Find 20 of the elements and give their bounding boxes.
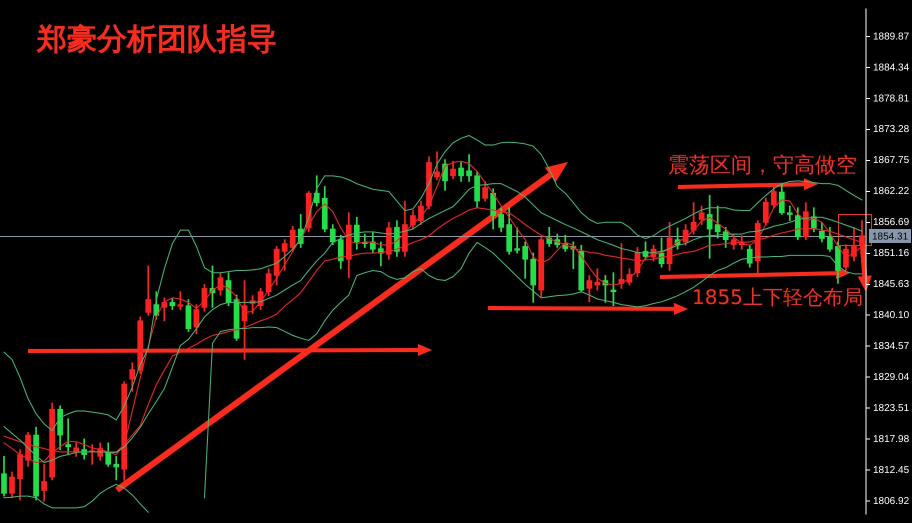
- annotation: 震荡区间，守高做空: [668, 152, 857, 178]
- y-tick-label: 1856.69: [873, 217, 910, 228]
- y-tick-label: 1851.16: [873, 248, 910, 260]
- ref-line-label: 1854.31: [872, 231, 909, 242]
- text: 郑豪分析团队指导: [37, 22, 277, 57]
- y-tick-label: 1834.57: [873, 340, 910, 352]
- y-tick-label: 1873.28: [873, 124, 910, 136]
- y-tick-label: 1812.45: [873, 464, 910, 476]
- y-tick-label: 1817.98: [873, 434, 910, 445]
- annotation: 1855上下轻仓布局: [692, 285, 863, 310]
- y-tick-label: 1845.63: [873, 279, 910, 290]
- y-tick-label: 1867.75: [873, 155, 910, 166]
- y-tick-label: 1823.51: [873, 402, 910, 414]
- y-tick-label: 1884.34: [873, 62, 910, 74]
- y-tick-label: 1829.04: [873, 372, 910, 383]
- y-tick-label: 1889.87: [873, 31, 910, 42]
- y-tick-label: 1806.92: [873, 496, 910, 507]
- y-tick-label: 1878.81: [873, 93, 910, 104]
- y-tick-label: 1840.10: [873, 310, 910, 321]
- y-tick-label: 1862.22: [873, 186, 910, 198]
